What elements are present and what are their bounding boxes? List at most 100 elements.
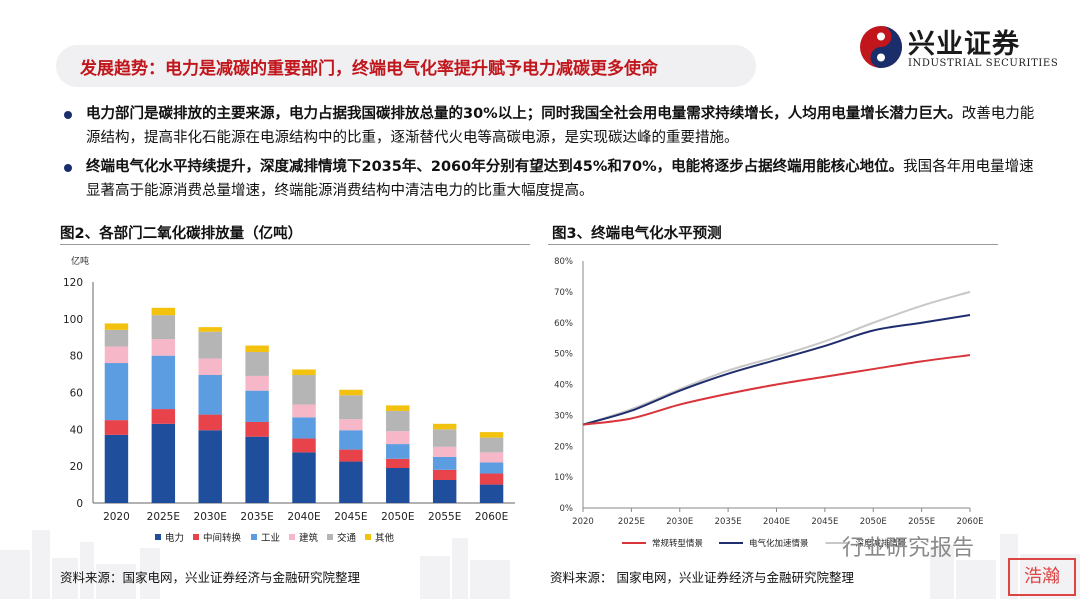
watermark-text: 行业研究报告	[842, 536, 975, 561]
y-tick-label: 120	[63, 277, 83, 289]
fig3-line-chart: 0% 10% 20% 30% 40% 50% 60% 70% 80% 2020 2025E 2030E…	[554, 257, 983, 549]
title-banner: 发展趋势：电力是减碳的重要部门，终端电气化率提升赋予电力减碳更多使命	[56, 45, 756, 87]
bar-segment	[386, 458, 410, 469]
bar-segment	[245, 345, 269, 352]
fig2-stacked-bar-chart: 亿吨 0 20 40 60 80 100 120 2020 2025E 2030E 2035E 2040…	[63, 255, 515, 544]
logo-en-text: INDUSTRIAL SECURITIES	[908, 58, 1059, 69]
bar-segment	[151, 355, 176, 410]
bullet-bold-text: 终端电气化水平持续提升，深度减排情境下2035年、2060年分别有望达到45%和…	[86, 159, 904, 175]
logo-swirl-icon	[860, 26, 902, 68]
legend-label: 电气化加速情景	[749, 538, 809, 549]
bar-segment	[104, 346, 129, 364]
x-tick-label: 2045E	[811, 517, 838, 527]
bar-segment	[104, 363, 129, 421]
y-tick-label: 70%	[554, 288, 573, 298]
legend-label: 电力	[165, 532, 184, 544]
fig2-source: 资料来源：国家电网，兴业证券经济与金融研究院整理	[60, 570, 361, 585]
bar-segment	[198, 430, 222, 503]
bar-segment	[479, 473, 504, 485]
bullet-text: 我国各年用电量增速显著高于能源消费总量增速，终端能源消费结构中清洁电力的比重大幅…	[86, 159, 1034, 199]
legend-label: 常规转型情景	[652, 538, 703, 549]
bar-segment	[479, 462, 504, 474]
bar-segment	[245, 390, 269, 422]
x-tick-label: 2025E	[147, 511, 180, 523]
bar-segment	[432, 423, 457, 430]
x-tick-label: 2060E	[956, 517, 983, 527]
bar-segment	[386, 405, 410, 411]
legend-swatch	[251, 534, 257, 540]
logo-cn-text: 兴业证券	[908, 29, 1020, 60]
bullet-text: 改善电力能源结构，提高非化石能源在电源结构中的比重，逐渐替代火电等高碳电源，是实…	[86, 106, 1035, 146]
x-tick-label: 2060E	[475, 511, 508, 523]
y-tick-label: 50%	[554, 350, 573, 360]
bar-segment	[432, 429, 457, 447]
bar-segment	[292, 438, 316, 453]
bar-segment	[104, 329, 129, 347]
bullet-item: 终端电气化水平持续提升，深度减排情境下2035年、2060年分别有望达到45%和…	[60, 155, 1040, 203]
fig3-divider	[548, 244, 998, 245]
series-line	[582, 314, 971, 426]
fig3-heading: 图3、终端电气化水平预测	[552, 226, 722, 242]
bar-segment	[386, 468, 410, 503]
bar-segment	[386, 444, 410, 459]
bar-segment	[198, 331, 222, 359]
bar-segment	[432, 456, 457, 470]
x-tick-label: 2055E	[428, 511, 461, 523]
bar-segment	[432, 446, 457, 457]
y-tick-label: 20%	[554, 442, 573, 452]
bar-segment	[198, 358, 222, 376]
bar-segment	[151, 423, 176, 503]
legend-label: 中间转换	[203, 532, 242, 544]
bullet-item: 电力部门是碳排放的主要来源，电力占据我国碳排放总量的30%以上；同时我国全社会用…	[60, 102, 1040, 150]
legend-swatch	[155, 534, 161, 540]
bar-segment	[292, 417, 316, 439]
bar-segment	[245, 421, 269, 437]
series-line	[582, 354, 971, 426]
bar-segment	[479, 437, 504, 453]
legend-label: 其他	[375, 532, 395, 544]
bullet-dot-icon	[64, 164, 72, 172]
bar-segment	[479, 484, 504, 503]
bar-segment	[339, 389, 363, 396]
bullet-bold-text: 电力部门是碳排放的主要来源，电力占据我国碳排放总量的30%以上；同时我国全社会用…	[86, 106, 962, 122]
y-tick-label: 0%	[560, 504, 574, 514]
page-title: 发展趋势：电力是减碳的重要部门，终端电气化率提升赋予电力减碳更多使命	[80, 59, 658, 79]
legend-label: 交通	[337, 532, 357, 544]
bar-segment	[198, 327, 222, 332]
y-axis-unit-label: 亿吨	[71, 255, 89, 267]
bar-segment	[198, 375, 222, 415]
x-tick-label: 2040E	[763, 517, 790, 527]
bar-segment	[104, 420, 129, 435]
bar-segment	[292, 452, 316, 503]
skyline-decoration	[0, 530, 1080, 599]
bar-segment	[292, 375, 316, 405]
y-tick-label: 30%	[554, 411, 573, 421]
fig2-heading: 图2、各部门二氧化碳排放量（亿吨）	[60, 226, 303, 242]
bar-segment	[339, 395, 363, 420]
x-tick-label: 2020	[103, 511, 130, 523]
bullet-list: 电力部门是碳排放的主要来源，电力占据我国碳排放总量的30%以上；同时我国全社会用…	[60, 102, 1040, 208]
bar-segment	[339, 449, 363, 462]
legend-swatch	[327, 534, 333, 540]
x-tick-label: 2035E	[715, 517, 742, 527]
y-tick-label: 60%	[554, 319, 573, 329]
bar-segment	[245, 351, 269, 376]
bar-segment	[386, 410, 410, 432]
y-tick-label: 40%	[554, 381, 573, 391]
x-tick-label: 2055E	[908, 517, 935, 527]
x-tick-label: 2030E	[666, 517, 693, 527]
bar-segment	[151, 307, 176, 316]
legend-label: 建筑	[299, 532, 319, 544]
legend-swatch	[365, 534, 371, 540]
x-tick-label: 2050E	[381, 511, 414, 523]
x-tick-label: 2035E	[240, 511, 273, 523]
bar-segment	[479, 432, 504, 438]
y-tick-label: 80%	[554, 257, 573, 267]
y-tick-label: 60	[70, 388, 83, 400]
bar-segment	[386, 431, 410, 445]
bar-segment	[432, 469, 457, 480]
bar-segment	[151, 339, 176, 356]
legend-label: 深度减排情景	[856, 538, 907, 549]
x-tick-label: 2020	[572, 517, 594, 527]
bullet-dot-icon	[64, 111, 72, 119]
